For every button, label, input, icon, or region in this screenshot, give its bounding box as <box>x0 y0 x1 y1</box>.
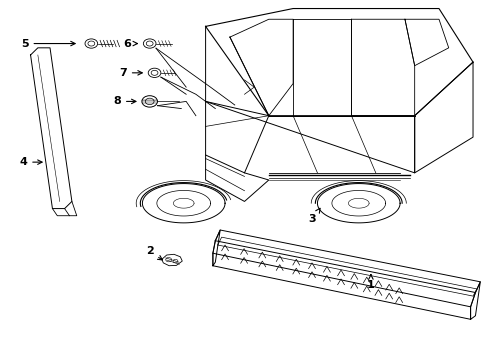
Text: 8: 8 <box>113 96 136 107</box>
Text: 5: 5 <box>21 39 75 49</box>
Text: 6: 6 <box>122 39 137 49</box>
Text: 1: 1 <box>366 275 374 291</box>
Text: 4: 4 <box>20 157 42 167</box>
Text: 2: 2 <box>145 247 162 260</box>
Text: 3: 3 <box>308 208 319 224</box>
Text: 7: 7 <box>119 68 142 78</box>
